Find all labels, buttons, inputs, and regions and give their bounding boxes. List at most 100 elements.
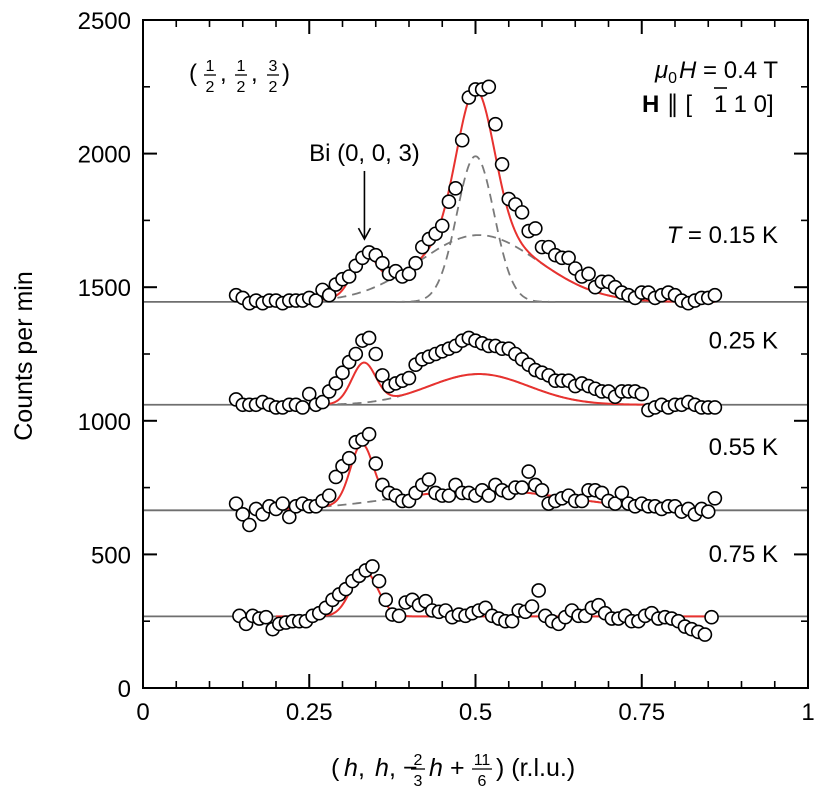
data-point: [308, 293, 324, 308]
y-axis-title: Counts per min: [10, 271, 38, 441]
y-tick-label: 500: [91, 542, 131, 569]
data-point: [700, 504, 716, 519]
q1-num: 1: [206, 58, 215, 75]
data-point: [275, 496, 290, 511]
data-point: [481, 488, 497, 503]
data-point: [448, 181, 463, 196]
q3-den: 2: [269, 79, 278, 96]
data-point: [321, 287, 337, 303]
data-point: [531, 583, 546, 598]
data-point: [391, 608, 407, 624]
q-sep1: ,: [220, 60, 227, 87]
data-point: [514, 480, 530, 495]
broad-component-curve: [322, 234, 676, 303]
y-tick-label: 2500: [78, 8, 131, 35]
bi-peak-label: Bi (0, 0, 3): [309, 140, 420, 167]
x-axis-title-sep1: ,: [358, 754, 365, 782]
x-tick-label: 1: [801, 699, 814, 726]
data-point: [321, 488, 337, 503]
x-axis-title-plus: +: [443, 754, 472, 782]
data-point: [371, 573, 387, 589]
data-point: [481, 79, 497, 95]
data-point: [697, 627, 713, 642]
data-point: [574, 493, 590, 509]
q-prefix: (: [189, 60, 197, 87]
temperature-symbol: T: [667, 222, 684, 249]
fit-curve: [276, 361, 715, 406]
x-axis-title-sep2: , −: [389, 754, 418, 782]
data-point: [375, 255, 390, 271]
data-markers: [228, 79, 723, 642]
q2-num: 1: [237, 58, 246, 75]
data-point: [228, 496, 244, 511]
q3-num: 3: [269, 58, 278, 75]
temperature-label: 0.75 K: [709, 541, 778, 568]
x-axis-title-suffix: ) (r.l.u.): [496, 754, 575, 782]
field-mu: μ: [654, 57, 668, 84]
q-suffix: ): [282, 60, 290, 87]
field-label: μ0H = 0.4 T: [654, 57, 778, 87]
data-point: [258, 609, 274, 625]
sharp-component-curve: [395, 155, 556, 303]
data-point: [361, 330, 377, 346]
x-axis-title: ( h , h , − 2 3 h + 11 6 ) (r.l.u.): [331, 752, 575, 790]
temperature-label: 0.25 K: [709, 327, 778, 354]
data-point: [534, 482, 550, 498]
data-point: [315, 394, 330, 410]
data-point: [341, 269, 357, 284]
q-vector-label: ( 1 2 , 1 2 , 3 2 ): [189, 58, 290, 96]
y-tick-label: 1500: [78, 275, 131, 302]
field-sub: 0: [668, 70, 677, 87]
temperature-label: 0.55 K: [709, 434, 778, 461]
bi-peak-arrowhead: [357, 227, 372, 241]
temperature-labels: T = 0.15 K 0.25 K 0.55 K 0.75 K: [667, 222, 778, 568]
data-point: [581, 266, 596, 282]
data-point: [365, 559, 380, 574]
data-point: [434, 218, 450, 234]
temperature-value: 0.75 K: [709, 541, 778, 568]
data-point: [408, 255, 423, 271]
data-point: [401, 266, 417, 282]
x-axis-title-h1: h: [344, 754, 358, 782]
temperature-label: T = 0.15 K: [667, 222, 778, 249]
q-sep2: ,: [251, 60, 258, 87]
x-axis-title-frac2-num: 11: [474, 752, 491, 769]
temperature-value: = 0.15 K: [681, 222, 778, 249]
temperature-value: 0.55 K: [709, 434, 778, 461]
x-tick-label: 0.5: [459, 699, 492, 726]
data-point: [242, 517, 257, 533]
data-point: [361, 426, 377, 442]
x-axis-title-frac1-den: 3: [414, 773, 423, 790]
data-point: [235, 507, 251, 522]
data-point: [494, 156, 510, 172]
data-point: [707, 400, 723, 415]
data-point: [707, 287, 723, 303]
y-tick-label: 1000: [78, 409, 131, 436]
data-point: [301, 386, 317, 402]
data-point: [514, 205, 530, 220]
data-point: [368, 456, 384, 471]
data-point: [328, 469, 344, 485]
data-point: [441, 194, 457, 209]
x-axis-title-prefix: (: [331, 754, 340, 782]
data-point: [328, 376, 344, 391]
y-tick-label: 0: [118, 676, 131, 703]
field-h: H: [679, 57, 697, 84]
data-point: [521, 464, 537, 479]
data-point: [341, 450, 357, 466]
field-rest: = 0.4 T: [696, 57, 778, 84]
dir-h: H: [642, 91, 659, 118]
temperature-value: 0.25 K: [709, 327, 778, 354]
field-direction-label: H ∥ [ 1 1 0]: [642, 87, 774, 118]
data-point: [488, 116, 503, 132]
x-axis-title-frac1-num: 2: [414, 752, 423, 769]
data-point: [375, 368, 390, 383]
tick-labels: 0 0.25 0.5 0.75 1 0 500 1000 1500 2000 2500: [78, 8, 815, 726]
data-point: [441, 488, 457, 503]
data-point: [707, 490, 723, 506]
data-point: [704, 609, 719, 625]
fit-components: [322, 155, 676, 510]
x-tick-label: 0.75: [618, 699, 665, 726]
data-point: [504, 613, 520, 629]
